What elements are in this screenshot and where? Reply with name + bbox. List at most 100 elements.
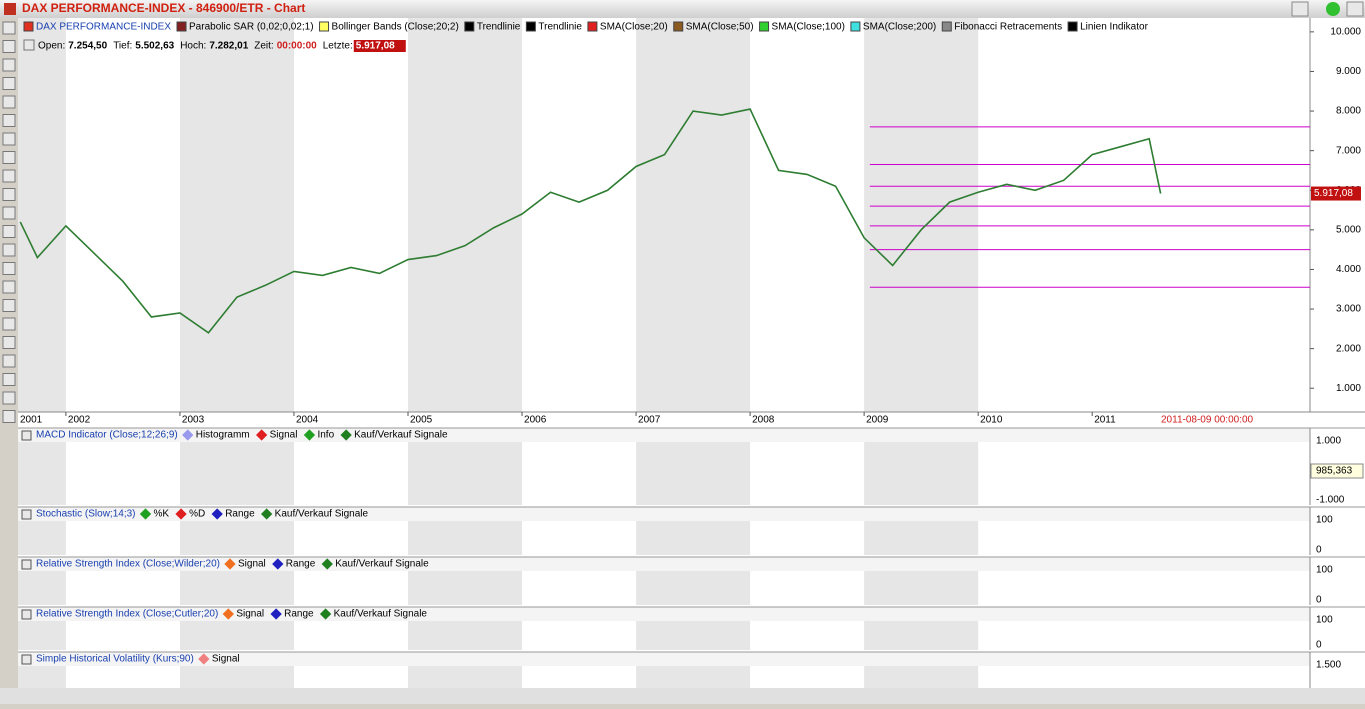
tool-button[interactable] [2,58,16,72]
legend-entry[interactable]: Kauf/Verkauf Signale [334,609,428,620]
panel-header [18,507,1310,521]
tool-button[interactable] [2,95,16,109]
legend-swatch [464,21,475,32]
y-tick-label: 4.000 [1336,264,1361,275]
legend-entry[interactable]: Range [225,509,255,520]
legend-entry[interactable]: Info [317,430,334,441]
panel-title[interactable]: Stochastic (Slow;14;3) [36,509,136,520]
legend-swatch [260,508,273,520]
legend-entry[interactable]: Signal [238,559,266,570]
legend-entry[interactable]: Histogramm [196,430,250,441]
y-tick-label: 3.000 [1336,304,1361,315]
year-band [407,442,523,505]
panel-title[interactable]: Relative Strength Index (Close;Wilder;20… [36,559,220,570]
panel-icon [21,609,32,620]
menu-button[interactable] [1346,1,1364,17]
legend-entry[interactable]: %D [189,509,205,520]
year-band [864,442,979,505]
legend-entry[interactable]: Trendlinie [538,22,582,33]
tool-button[interactable] [2,391,16,405]
y-tick-label: 7.000 [1336,145,1361,156]
legend-entry[interactable]: Trendlinie [477,22,521,33]
last-badge [353,40,406,52]
legend-entry[interactable]: Fibonacci Retracements [954,22,1062,33]
info-low: 5.502,63 [135,41,174,52]
tool-button[interactable] [2,262,16,275]
legend-swatch [270,608,282,620]
legend-entry[interactable]: Parabolic SAR (0,02;0,02;1) [189,22,314,33]
legend-entry[interactable]: Range [284,609,314,620]
year-band [636,442,751,505]
x-tick-label: 2005 [410,415,433,426]
legend-entry[interactable]: Kauf/Verkauf Signale [335,559,429,570]
legend-swatch [198,653,210,665]
legend-entry[interactable]: Kauf/Verkauf Signale [354,430,448,441]
tool-button[interactable] [2,336,16,349]
legend-swatch [222,608,234,620]
info-low-label: Tief: [113,41,132,52]
x-tick-label: 2001 [20,415,43,426]
tool-button[interactable] [2,21,16,35]
panel-tick-label: 100 [1316,515,1333,526]
tool-button[interactable] [2,317,16,331]
scrollbar[interactable] [0,688,1365,704]
close-button[interactable] [1291,1,1309,17]
tool-button[interactable] [2,243,16,257]
legend-entry[interactable]: SMA(Close;100) [772,22,845,33]
legend-entry[interactable]: DAX PERFORMANCE-INDEX [36,22,171,33]
tool-button[interactable] [2,169,16,183]
tool-button[interactable] [2,114,16,127]
status-icon[interactable] [1326,2,1340,16]
tool-button[interactable] [2,225,16,238]
tool-button[interactable] [2,410,16,423]
legend-swatch [1067,21,1078,32]
legend-swatch [211,508,223,520]
legend-entry[interactable]: Kauf/Verkauf Signale [275,509,369,520]
year-band [864,521,979,555]
panel-title[interactable]: Relative Strength Index (Close;Cutler;20… [36,609,218,620]
x-tick-label: 2007 [638,415,661,426]
x-tick-label: 2011 [1094,415,1116,426]
tool-button[interactable] [2,77,16,90]
legend-entry[interactable]: Linien Indikator [1080,22,1148,33]
legend-swatch [319,608,332,620]
legend-entry[interactable]: Signal [212,654,240,665]
legend-entry[interactable]: Bollinger Bands (Close;20;2) [332,22,459,33]
legend-swatch [587,21,598,32]
year-band [18,442,66,505]
legend-entry[interactable]: Signal [270,430,298,441]
legend-entry[interactable]: Signal [236,609,264,620]
tool-button[interactable] [2,151,16,164]
legend-entry[interactable]: SMA(Close;20) [600,22,668,33]
x-tick-label: 2003 [182,415,205,426]
legend-swatch [176,21,187,32]
year-band [407,18,523,412]
year-band [18,666,66,688]
tool-button[interactable] [2,280,16,294]
info-high-label: Hoch: [180,41,206,52]
tool-button[interactable] [2,299,16,312]
legend-entry[interactable]: SMA(Close;50) [686,22,754,33]
panel-header [18,652,1310,666]
info-time-label: Zeit: [254,41,273,52]
year-band [407,571,523,605]
tool-button[interactable] [2,132,16,146]
tool-button[interactable] [2,40,16,53]
legend-entry[interactable]: SMA(Close;200) [863,22,936,33]
app-icon [4,3,16,15]
year-band [636,18,751,412]
year-band [18,521,66,555]
legend-swatch [255,429,268,441]
panel-title[interactable]: MACD Indicator (Close;12;26;9) [36,430,178,441]
panel-tick-label: 100 [1316,565,1333,576]
legend-entry[interactable]: Range [286,559,316,570]
tool-button[interactable] [2,373,16,386]
tool-button[interactable] [2,188,16,201]
legend-swatch [525,21,536,32]
legend-entry[interactable]: %K [154,509,170,520]
panel-title[interactable]: Simple Historical Volatility (Kurs;90) [36,654,194,665]
year-band [407,666,523,688]
tool-button[interactable] [2,354,16,368]
panel-icon [21,559,32,570]
tool-button[interactable] [2,206,16,220]
